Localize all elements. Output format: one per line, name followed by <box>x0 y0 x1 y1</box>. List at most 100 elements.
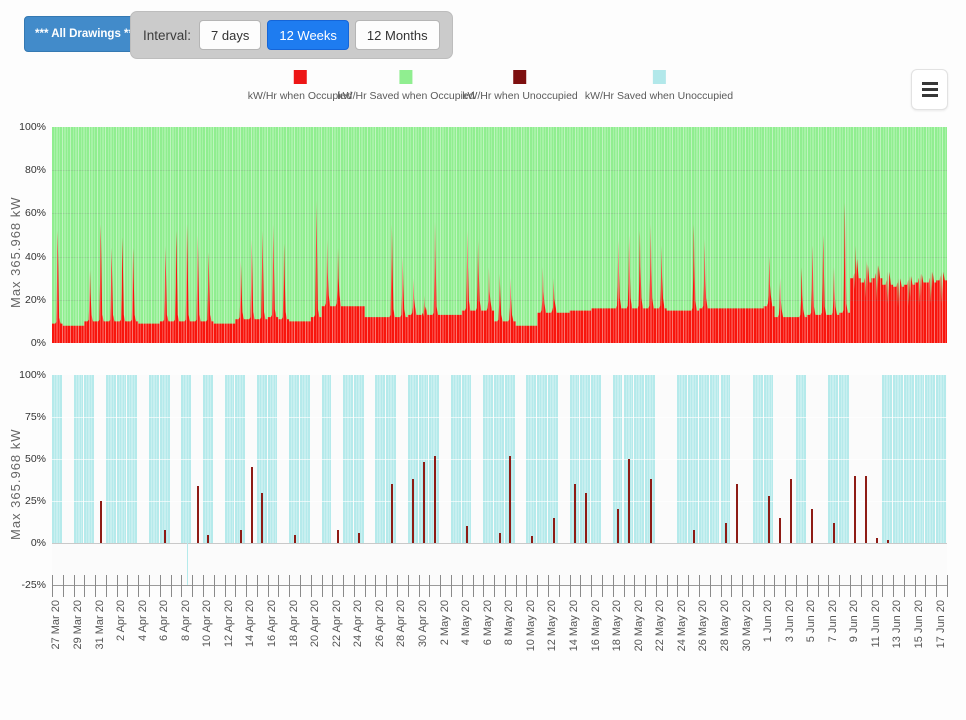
saved-unoccupied-bar <box>149 375 159 543</box>
x-tick <box>105 575 107 597</box>
unoccupied-bar <box>99 501 102 543</box>
x-tick <box>127 575 129 597</box>
legend-item: kW/Hr Saved when Occupied <box>337 70 475 102</box>
x-tick <box>483 575 485 597</box>
x-tick <box>558 575 560 597</box>
x-tick <box>321 575 323 597</box>
legend-swatch-icon <box>513 70 527 84</box>
x-tick <box>440 575 442 597</box>
unoccupied-bar <box>164 529 167 543</box>
unoccupied-bar <box>865 475 868 543</box>
chart-menu-button[interactable] <box>911 69 948 110</box>
x-tick-label: 22 May 20 <box>654 600 667 652</box>
interval-button-7-days[interactable]: 7 days <box>199 20 262 50</box>
unoccupied-bar <box>207 534 210 543</box>
y-tick-label: 60% <box>24 207 46 220</box>
unoccupied-bar <box>239 529 242 543</box>
x-tick-label: 1 Jun 20 <box>762 600 775 643</box>
legend-item: kW/Hr when Unoccupied <box>462 70 578 102</box>
x-tick-label: 7 Jun 20 <box>826 600 839 643</box>
x-tick-label: 28 May 20 <box>718 600 731 652</box>
top-chart-y-axis-title: Max 365.968 kW <box>8 196 23 308</box>
x-tick <box>828 575 830 597</box>
x-tick <box>192 575 194 597</box>
x-tick <box>332 575 334 597</box>
x-tick <box>806 575 808 597</box>
x-tick <box>720 575 722 597</box>
x-tick-label: 16 Apr 20 <box>266 600 279 648</box>
x-tick <box>903 575 905 597</box>
unoccupied-bar <box>530 536 533 543</box>
occupied-stacked-chart-plot[interactable] <box>52 127 947 343</box>
saved-unoccupied-bar <box>882 375 892 543</box>
x-tick-label: 12 May 20 <box>546 600 559 652</box>
x-tick-label: 26 Apr 20 <box>373 600 386 648</box>
x-tick <box>515 575 517 597</box>
x-tick <box>796 575 798 597</box>
x-tick <box>224 575 226 597</box>
x-tick <box>655 575 657 597</box>
x-tick-label: 31 Mar 20 <box>93 600 106 650</box>
saved-unoccupied-bar <box>688 375 698 543</box>
legend-swatch-icon <box>293 70 307 84</box>
x-tick <box>871 575 873 597</box>
interval-button-12-months[interactable]: 12 Months <box>354 20 440 50</box>
saved-unoccupied-bar <box>634 375 644 543</box>
x-tick <box>62 575 64 597</box>
unoccupied-bar <box>466 526 469 543</box>
x-tick <box>677 575 679 597</box>
saved-unoccupied-bar <box>52 375 62 543</box>
x-tick <box>472 575 474 597</box>
saved-unoccupied-bar <box>709 375 720 543</box>
legend-swatch-icon <box>399 70 413 84</box>
saved-unoccupied-bar <box>677 375 688 543</box>
x-tick <box>256 575 258 597</box>
x-tick <box>450 575 452 597</box>
saved-unoccupied-bar <box>73 375 84 543</box>
x-tick-label: 27 Mar 20 <box>50 600 63 650</box>
unoccupied-bar <box>509 455 512 543</box>
x-tick <box>569 575 571 597</box>
x-tick <box>504 575 506 597</box>
interval-label: Interval: <box>143 27 192 43</box>
x-tick-label: 15 Jun 20 <box>913 600 926 649</box>
x-tick <box>235 575 237 597</box>
interval-button-12-weeks[interactable]: 12 Weeks <box>267 20 349 50</box>
x-tick <box>429 575 431 597</box>
x-tick <box>494 575 496 597</box>
x-tick <box>634 575 636 597</box>
saved-unoccupied-bar <box>720 375 731 543</box>
x-tick <box>893 575 895 597</box>
x-tick-label: 26 May 20 <box>697 600 710 652</box>
unoccupied-bar <box>854 475 857 543</box>
x-tick <box>849 575 851 597</box>
saved-unoccupied-bar <box>343 375 353 543</box>
x-tick <box>947 575 948 597</box>
x-tick <box>52 575 53 597</box>
x-tick <box>914 575 916 597</box>
y-tick-label: -25% <box>21 579 46 591</box>
x-tick <box>666 575 668 597</box>
x-tick-label: 20 May 20 <box>632 600 645 652</box>
unoccupied-chart-plot[interactable] <box>52 375 947 585</box>
saved-unoccupied-bar <box>494 375 504 543</box>
legend-item-label: kW/Hr Saved when Unoccupied <box>584 90 734 102</box>
y-tick-label: 100% <box>19 121 46 133</box>
x-tick-label: 10 May 20 <box>524 600 537 652</box>
x-tick <box>580 575 582 597</box>
x-tick <box>84 575 86 597</box>
x-tick <box>267 575 269 597</box>
x-tick-label: 17 Jun 20 <box>934 600 947 649</box>
unoccupied-bar <box>735 484 738 543</box>
x-tick-label: 14 May 20 <box>567 600 580 652</box>
unoccupied-bar <box>725 522 728 543</box>
saved-unoccupied-bar <box>752 375 763 543</box>
x-tick <box>763 575 765 597</box>
unoccupied-bar <box>768 496 771 543</box>
x-tick-label: 16 May 20 <box>589 600 602 652</box>
saved-unoccupied-bar <box>159 375 170 543</box>
interval-button-group: Interval: 7 days 12 Weeks 12 Months <box>130 11 453 59</box>
unoccupied-bar <box>628 459 631 543</box>
x-tick <box>289 575 291 597</box>
x-tick <box>246 575 248 597</box>
